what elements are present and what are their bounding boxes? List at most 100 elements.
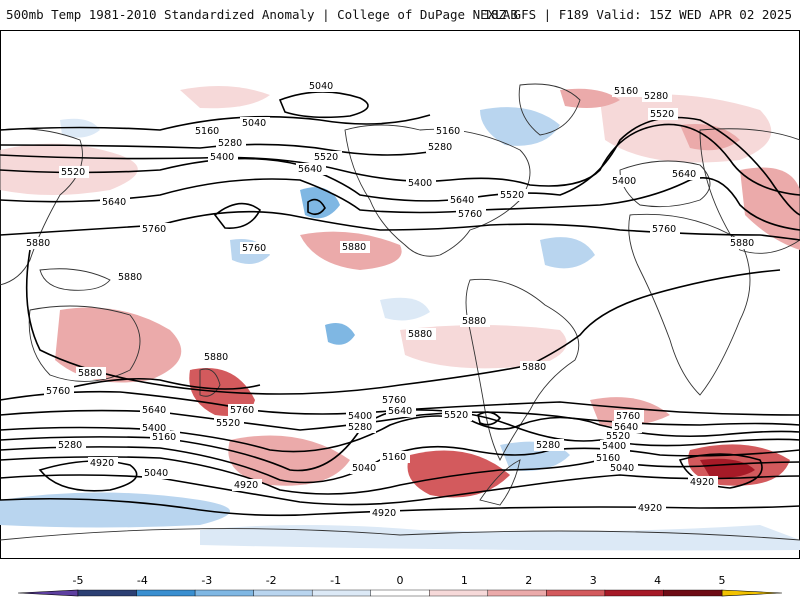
model-run-info: 18Z GFS | F189 Valid: 15Z WED APR 02 202… (483, 7, 792, 22)
colorbar-tick-label: -5 (73, 574, 84, 587)
colorbar-swatch (663, 589, 723, 597)
anomaly-cool-region (300, 187, 340, 219)
contour-closed-low-small (213, 202, 262, 229)
contour-label-5280: 5280 (348, 422, 372, 433)
label-bg (460, 315, 490, 327)
label-bg (140, 404, 170, 416)
contour-label-5760: 5760 (142, 224, 166, 235)
anomaly-cool-region (480, 107, 560, 146)
contour-label-5520: 5520 (61, 167, 85, 178)
label-bg (296, 163, 326, 175)
label-bg (386, 405, 416, 417)
label-bg (24, 237, 54, 249)
colorbar-low-arrow (17, 589, 79, 597)
label-bg (594, 452, 624, 464)
contour-label-5640: 5640 (450, 195, 474, 206)
label-bg (406, 328, 436, 340)
anomaly-warm-region (740, 167, 800, 250)
contour-label-5400: 5400 (602, 441, 626, 452)
contour-label-5880: 5880 (26, 238, 50, 249)
anomaly-shading (0, 86, 800, 551)
label-bg (142, 467, 172, 479)
map-svg: 5040 5040 5160 5280 5400 5520 5640 5520 … (0, 30, 800, 559)
colorbar-tick-label: -2 (266, 574, 277, 587)
colorbar-tick-label: 4 (654, 574, 661, 587)
anomaly-warm-region (55, 307, 182, 383)
coastline-australia (28, 305, 141, 382)
contour-label-5760: 5760 (458, 209, 482, 220)
label-bg (116, 271, 146, 283)
contour-label-5760: 5760 (382, 395, 406, 406)
contour-label-5880: 5880 (342, 242, 366, 253)
contour-5280-south (0, 445, 800, 484)
contour-label-5640: 5640 (614, 422, 638, 433)
anomaly-cool-region (540, 237, 595, 269)
contour-label-5880: 5880 (118, 272, 142, 283)
map-panel[interactable]: 5040 5040 5160 5280 5400 5520 5640 5520 … (0, 30, 800, 559)
label-bg (612, 85, 642, 97)
colorbar-swatch (194, 589, 254, 597)
contour-closed-low-small (477, 411, 502, 426)
label-bg (150, 431, 180, 443)
contour-label-5640: 5640 (298, 164, 322, 175)
contour-4920-closed-low (38, 460, 138, 492)
label-bg (346, 410, 376, 422)
label-bg (434, 125, 464, 137)
contour-label-5880: 5880 (522, 362, 546, 373)
contour-closed-low-small (307, 198, 326, 216)
colorbar-svg: -5 -4 -3 -2 -1 0 1 2 3 4 5 (17, 574, 783, 597)
contour-label-5280: 5280 (644, 91, 668, 102)
anomaly-warm-region (407, 450, 510, 498)
label-bg (214, 417, 244, 429)
contour-5400 (0, 123, 800, 196)
label-bg (534, 439, 564, 451)
contour-label-5880: 5880 (730, 238, 754, 249)
anomaly-warm-region (560, 88, 620, 108)
label-bg (650, 223, 680, 235)
label-bg (604, 430, 634, 442)
colorbar-tick-label: 1 (461, 574, 468, 587)
contour-label-5160: 5160 (382, 452, 406, 463)
label-bg (456, 208, 486, 220)
label-bg (76, 367, 106, 379)
label-bg (240, 117, 270, 129)
coastline-indonesia (39, 268, 111, 291)
contour-label-5400: 5400 (142, 423, 166, 434)
colorbar-swatch (604, 589, 664, 597)
label-bg (232, 479, 262, 491)
colorbar-swatch (370, 589, 430, 597)
anomaly-warm-region (180, 86, 270, 109)
contour-label-5520: 5520 (650, 109, 674, 120)
label-bg (608, 462, 638, 474)
coastline-europe (619, 160, 711, 208)
colorbar-swatches (17, 589, 783, 597)
contour-label-5040: 5040 (144, 468, 168, 479)
label-bg (56, 439, 86, 451)
contour-label-4920: 4920 (90, 458, 114, 469)
contour-label-5880: 5880 (462, 316, 486, 327)
label-bg (202, 351, 232, 363)
contour-label-5760: 5760 (46, 386, 70, 397)
contour-label-4920: 4920 (234, 480, 258, 491)
label-bg (208, 151, 238, 163)
coastline-asia (699, 128, 800, 254)
contour-label-5520: 5520 (444, 410, 468, 421)
header-bar: 500mb Temp 1981-2010 Standardized Anomal… (0, 0, 800, 30)
contour-label-5280: 5280 (428, 142, 452, 153)
contour-label-5520: 5520 (314, 152, 338, 163)
label-bg (670, 168, 700, 180)
contour-label-5280: 5280 (218, 138, 242, 149)
contour-5160 (0, 114, 431, 131)
contour-label-5760: 5760 (242, 243, 266, 254)
contour-label-5760: 5760 (616, 411, 640, 422)
label-bg (636, 502, 666, 514)
label-bg (100, 196, 130, 208)
colorbar-swatch (546, 589, 606, 597)
contour-label-5160: 5160 (614, 86, 638, 97)
anomaly-cool-region (325, 322, 355, 345)
contour-label-5880: 5880 (78, 368, 102, 379)
label-bg (44, 385, 74, 397)
label-bg (380, 394, 410, 406)
contour-label-5400: 5400 (348, 411, 372, 422)
contour-label-4920: 4920 (372, 508, 396, 519)
